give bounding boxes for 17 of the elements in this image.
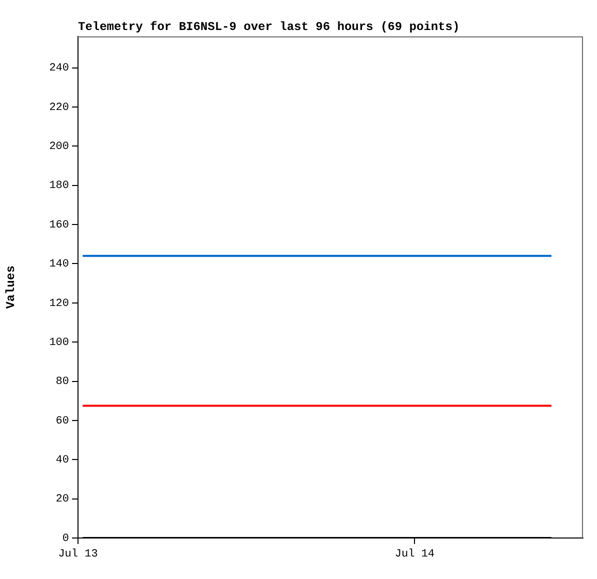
y-axis-title: Values <box>4 266 18 309</box>
y-tick-label: 100 <box>49 336 69 349</box>
y-tick-label: 0 <box>62 532 69 545</box>
y-tick-label: 80 <box>56 376 69 388</box>
x-tick-label: Jul 14 <box>394 548 435 561</box>
y-tick-label: 240 <box>49 62 69 75</box>
chart-title: Telemetry for BI6NSL-9 over last 96 hours (69 points) <box>78 20 460 34</box>
y-tick-label: 60 <box>56 415 69 428</box>
y-tick-label: 120 <box>49 298 69 310</box>
y-tick-label: 20 <box>56 494 69 506</box>
y-tick-label: 200 <box>49 141 69 154</box>
y-tick-label: 40 <box>56 454 69 467</box>
y-tick-label: 220 <box>49 102 69 114</box>
y-tick-label: 180 <box>49 180 69 192</box>
x-tick-label: Jul 13 <box>58 548 98 561</box>
y-tick-label: 140 <box>49 258 69 271</box>
y-tick-label: 160 <box>49 219 69 232</box>
